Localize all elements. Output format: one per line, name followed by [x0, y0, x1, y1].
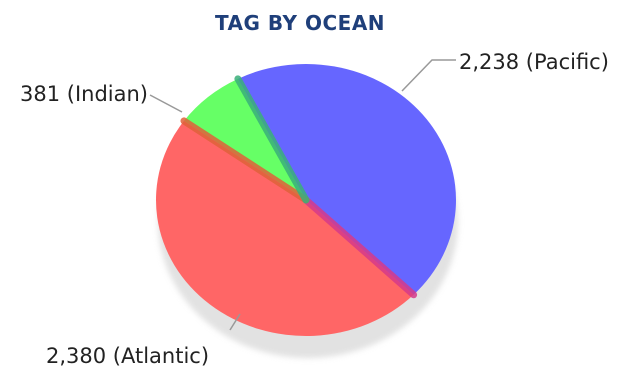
pie-slice-pacific — [237, 63, 457, 295]
pie-slice-indian — [183, 78, 306, 200]
chart-title: TAG BY OCEAN — [215, 11, 385, 35]
slice-edge-pacific — [302, 196, 418, 299]
leader-line-pacific — [401, 59, 456, 92]
leader-line-indian — [149, 94, 183, 113]
slice-label-indian: 381 (Indian) — [20, 82, 148, 106]
slice-edge-atlantic — [180, 117, 310, 204]
leader-line-atlantic — [229, 313, 241, 331]
slice-label-atlantic: 2,380 (Atlantic) — [46, 344, 209, 368]
slice-label-pacific: 2,238 (Pacific) — [459, 50, 609, 74]
slice-edge-indian — [234, 75, 310, 204]
pie-slice-atlantic — [155, 120, 414, 337]
